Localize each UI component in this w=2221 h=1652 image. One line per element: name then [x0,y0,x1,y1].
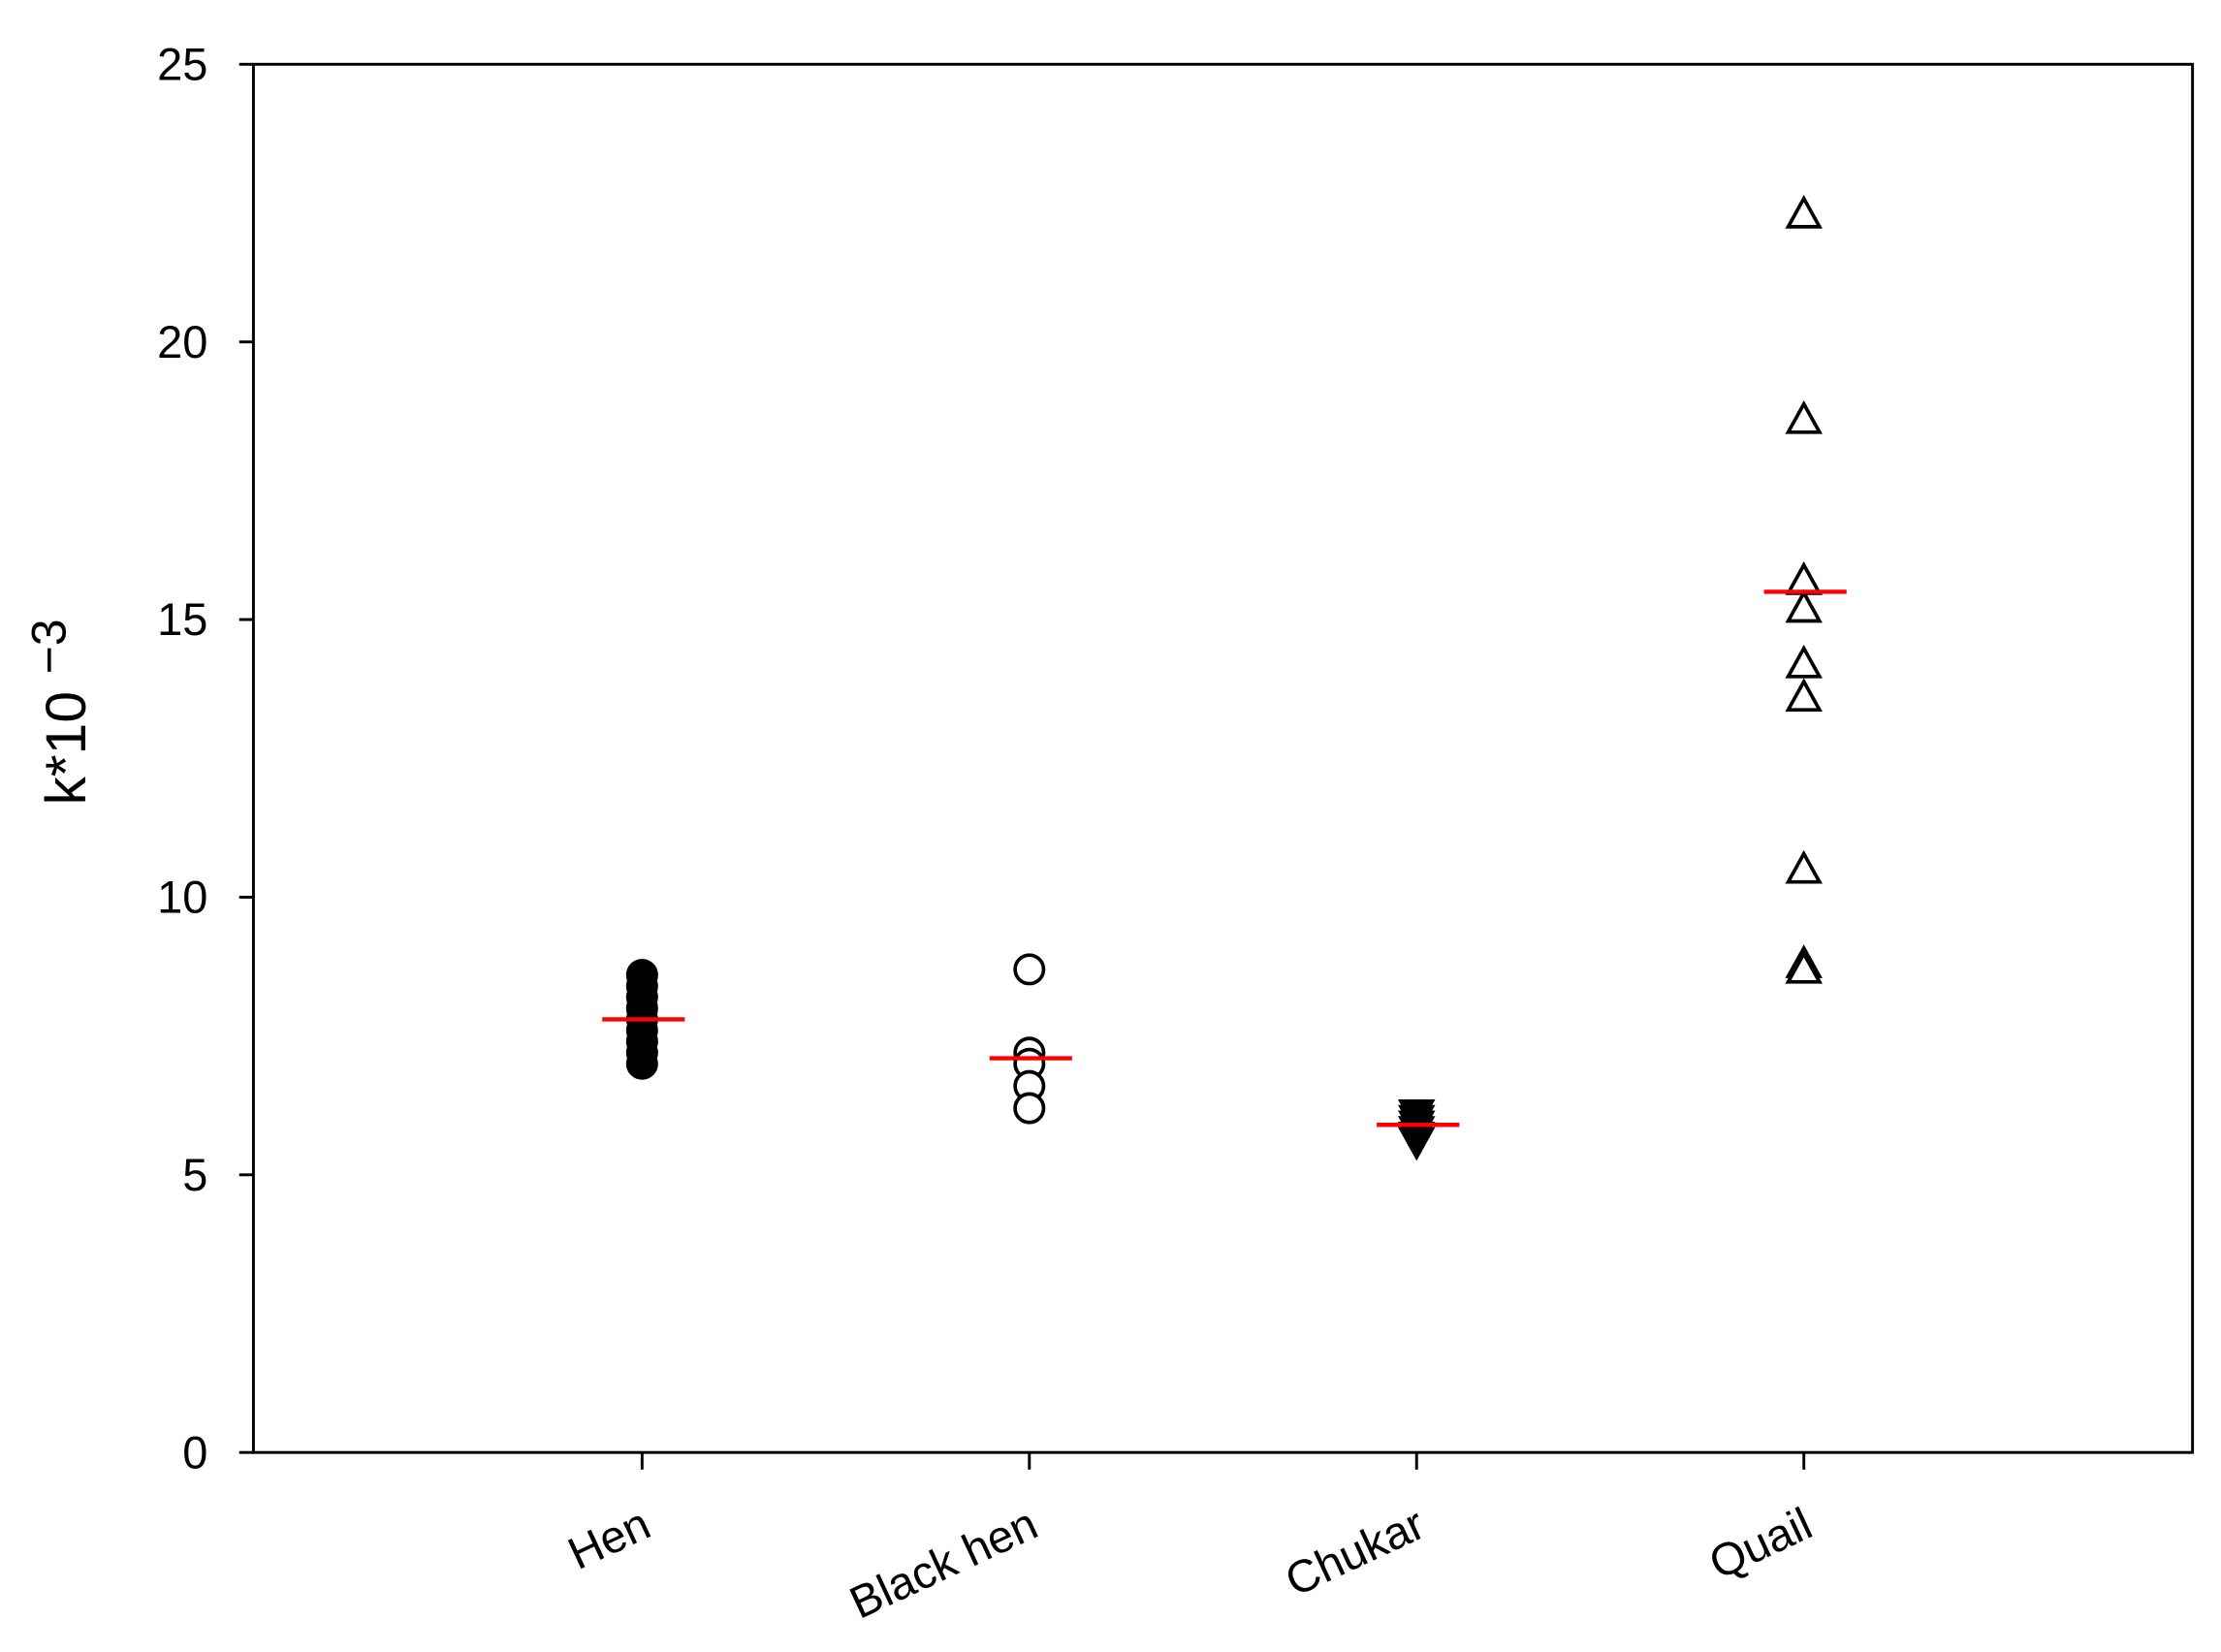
plot-frame [251,62,2195,1454]
y-axis-label-exponent: −3 [22,619,77,674]
y-tick-label: 0 [182,1426,207,1477]
data-point [625,1047,658,1080]
data-point [1397,1127,1436,1161]
x-tick-label: Quail [1701,1497,1820,1588]
data-point [1013,953,1046,986]
y-axis-label: k*10 −3 [22,619,99,805]
y-tick-label: 25 [157,38,207,89]
data-point [1785,561,1823,595]
y-tick-label: 20 [157,316,207,367]
data-point [1785,678,1823,712]
data-point [1013,1092,1046,1125]
y-tick-label: 15 [157,593,207,645]
data-point [1785,588,1823,623]
data-point [1785,849,1823,884]
y-axis-label-base: k*10 [35,691,98,806]
data-point [1785,195,1823,229]
x-tick-label: Chukar [1278,1497,1433,1605]
y-tick-label: 5 [182,1149,207,1200]
data-point [1785,399,1823,434]
y-tick-label: 10 [157,872,207,923]
x-tick-label: Hen [560,1497,658,1578]
data-point [1785,949,1823,984]
x-tick-label: Black hen [841,1497,1044,1628]
data-point [1785,644,1823,679]
